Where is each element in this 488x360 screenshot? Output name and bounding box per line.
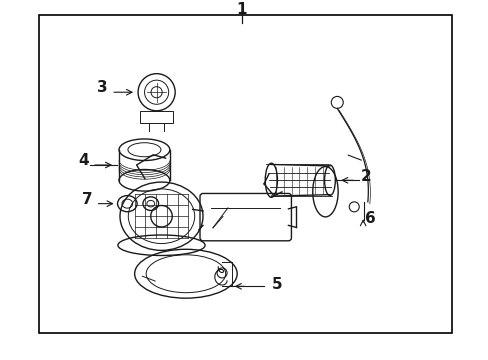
Text: 7: 7 bbox=[81, 192, 92, 207]
Text: 3: 3 bbox=[97, 80, 107, 95]
Text: 1: 1 bbox=[236, 2, 247, 17]
Text: 5: 5 bbox=[271, 277, 282, 292]
Text: 2: 2 bbox=[360, 169, 371, 184]
Bar bbox=[140, 111, 173, 123]
Bar bbox=[40, 15, 451, 333]
Text: 4: 4 bbox=[78, 153, 89, 168]
Text: 6: 6 bbox=[365, 211, 375, 225]
